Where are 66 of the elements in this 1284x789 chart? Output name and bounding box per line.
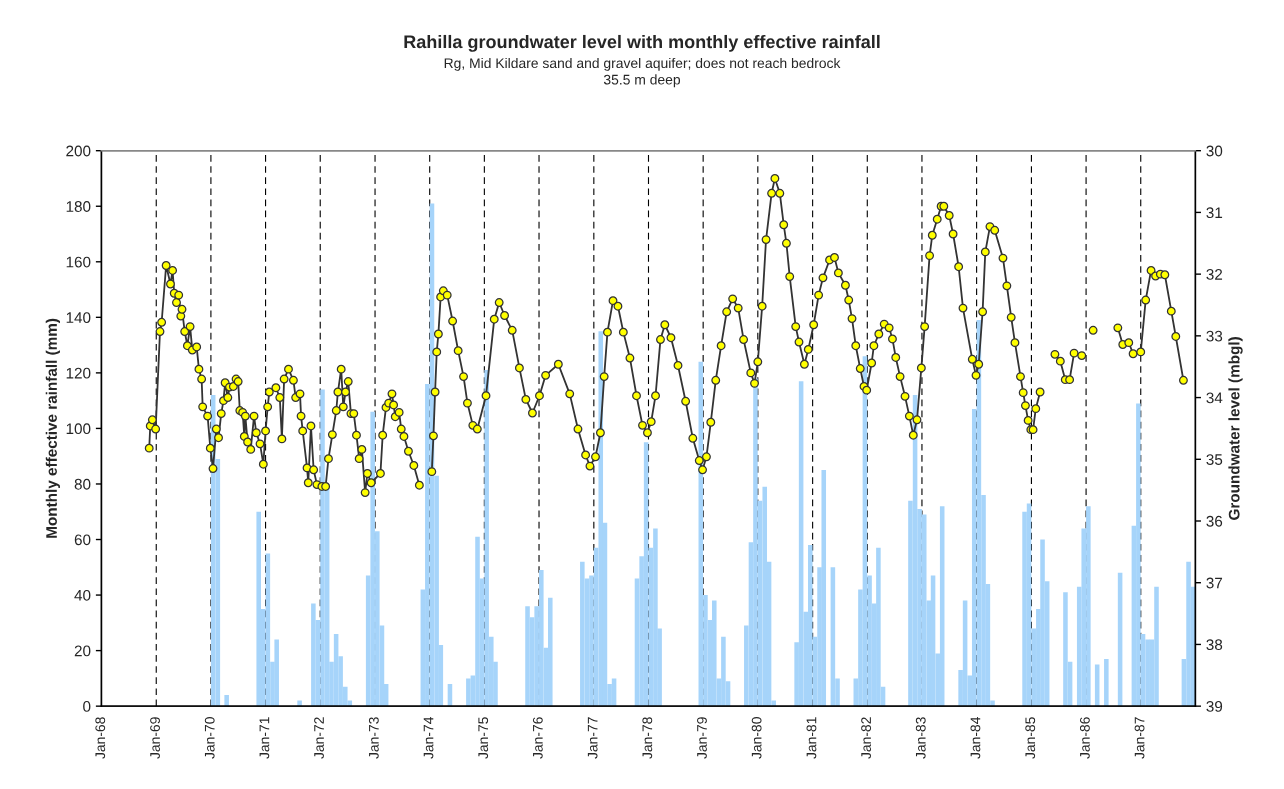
y-tick-label: 100 xyxy=(66,423,91,435)
x-tick-label: Jan-77 xyxy=(587,717,598,759)
y-tick-label: 0 xyxy=(83,701,91,712)
x-tick-label: Jan-76 xyxy=(532,717,543,759)
bar xyxy=(1040,539,1045,707)
y2-axis-title: Groundwater level (mbgl) xyxy=(1228,337,1243,520)
x-tick-label: Jan-75 xyxy=(478,717,489,759)
y-tick-label: 200 xyxy=(66,145,91,157)
y2-tick-label: 33 xyxy=(1206,330,1223,342)
x-tick-label: Jan-74 xyxy=(423,716,434,759)
x-tick-label: Jan-81 xyxy=(806,717,817,759)
x-tick-label: Jan-79 xyxy=(697,717,707,759)
y-tick-label: 20 xyxy=(74,645,91,657)
y-tick-label: 40 xyxy=(74,589,91,601)
bar xyxy=(475,536,480,707)
y2-tick-label: 32 xyxy=(1206,269,1223,280)
x-tick-label: Jan-69 xyxy=(150,717,160,759)
y-tick-label: 160 xyxy=(66,256,91,268)
y-tick-label: 140 xyxy=(66,312,91,324)
bar xyxy=(525,606,530,707)
bar xyxy=(876,547,881,707)
x-tick-label: Jan-72 xyxy=(314,717,324,759)
bar xyxy=(548,597,553,707)
bar xyxy=(256,511,261,707)
bar xyxy=(466,678,471,707)
y2-tick-label: 37 xyxy=(1206,577,1223,589)
y2-tick-label: 35 xyxy=(1206,454,1223,465)
x-tick-label: Jan-86 xyxy=(1079,717,1090,759)
bar xyxy=(762,486,768,707)
y2-tick-label: 31 xyxy=(1206,207,1223,219)
y2-tick-label: 34 xyxy=(1206,392,1223,404)
x-tick-label: Jan-83 xyxy=(915,717,926,759)
x-tick-label: Jan-70 xyxy=(204,717,215,759)
bar xyxy=(580,561,585,707)
y-tick-label: 180 xyxy=(66,201,91,212)
chart-title: Rahilla groundwater level with monthly effective rainfall xyxy=(404,34,880,52)
bar xyxy=(1136,403,1141,707)
chart-subtitle: Rg, Mid Kildare sand and gravel aquifer; does not reach bedrock 35.5 m deep xyxy=(444,57,841,88)
y2-tick-label: 30 xyxy=(1206,145,1223,157)
x-tick-label: Jan-84 xyxy=(970,716,981,759)
x-tick-label: Jan-73 xyxy=(368,717,379,759)
bar xyxy=(711,600,717,707)
x-tick-label: Jan-82 xyxy=(861,717,872,759)
x-tick-label: Jan-78 xyxy=(642,717,653,759)
x-tick-label: Jan-68 xyxy=(95,717,106,759)
bar xyxy=(1063,592,1068,707)
bar xyxy=(274,639,279,707)
x-tick-label: Jan-71 xyxy=(259,717,270,759)
y-tick-label: 60 xyxy=(74,534,91,546)
y2-tick-label: 38 xyxy=(1206,639,1223,651)
bar xyxy=(311,603,316,707)
y-tick-label: 80 xyxy=(74,478,91,490)
bar xyxy=(224,695,229,707)
bar xyxy=(1186,561,1191,707)
y-axis-title: Monthly effective rainfall (mm) xyxy=(45,318,60,538)
y-tick-label: 120 xyxy=(66,367,91,379)
x-tick-label: Jan-80 xyxy=(751,717,762,759)
x-tick-label: Jan-85 xyxy=(1025,717,1036,759)
bar xyxy=(1104,658,1109,707)
y2-tick-label: 36 xyxy=(1206,515,1223,527)
bar xyxy=(807,545,813,707)
y2-tick-label: 39 xyxy=(1206,701,1223,712)
bar xyxy=(821,470,827,707)
bar xyxy=(721,636,726,707)
x-tick-label: Jan-87 xyxy=(1134,717,1145,759)
bar xyxy=(1154,586,1159,707)
